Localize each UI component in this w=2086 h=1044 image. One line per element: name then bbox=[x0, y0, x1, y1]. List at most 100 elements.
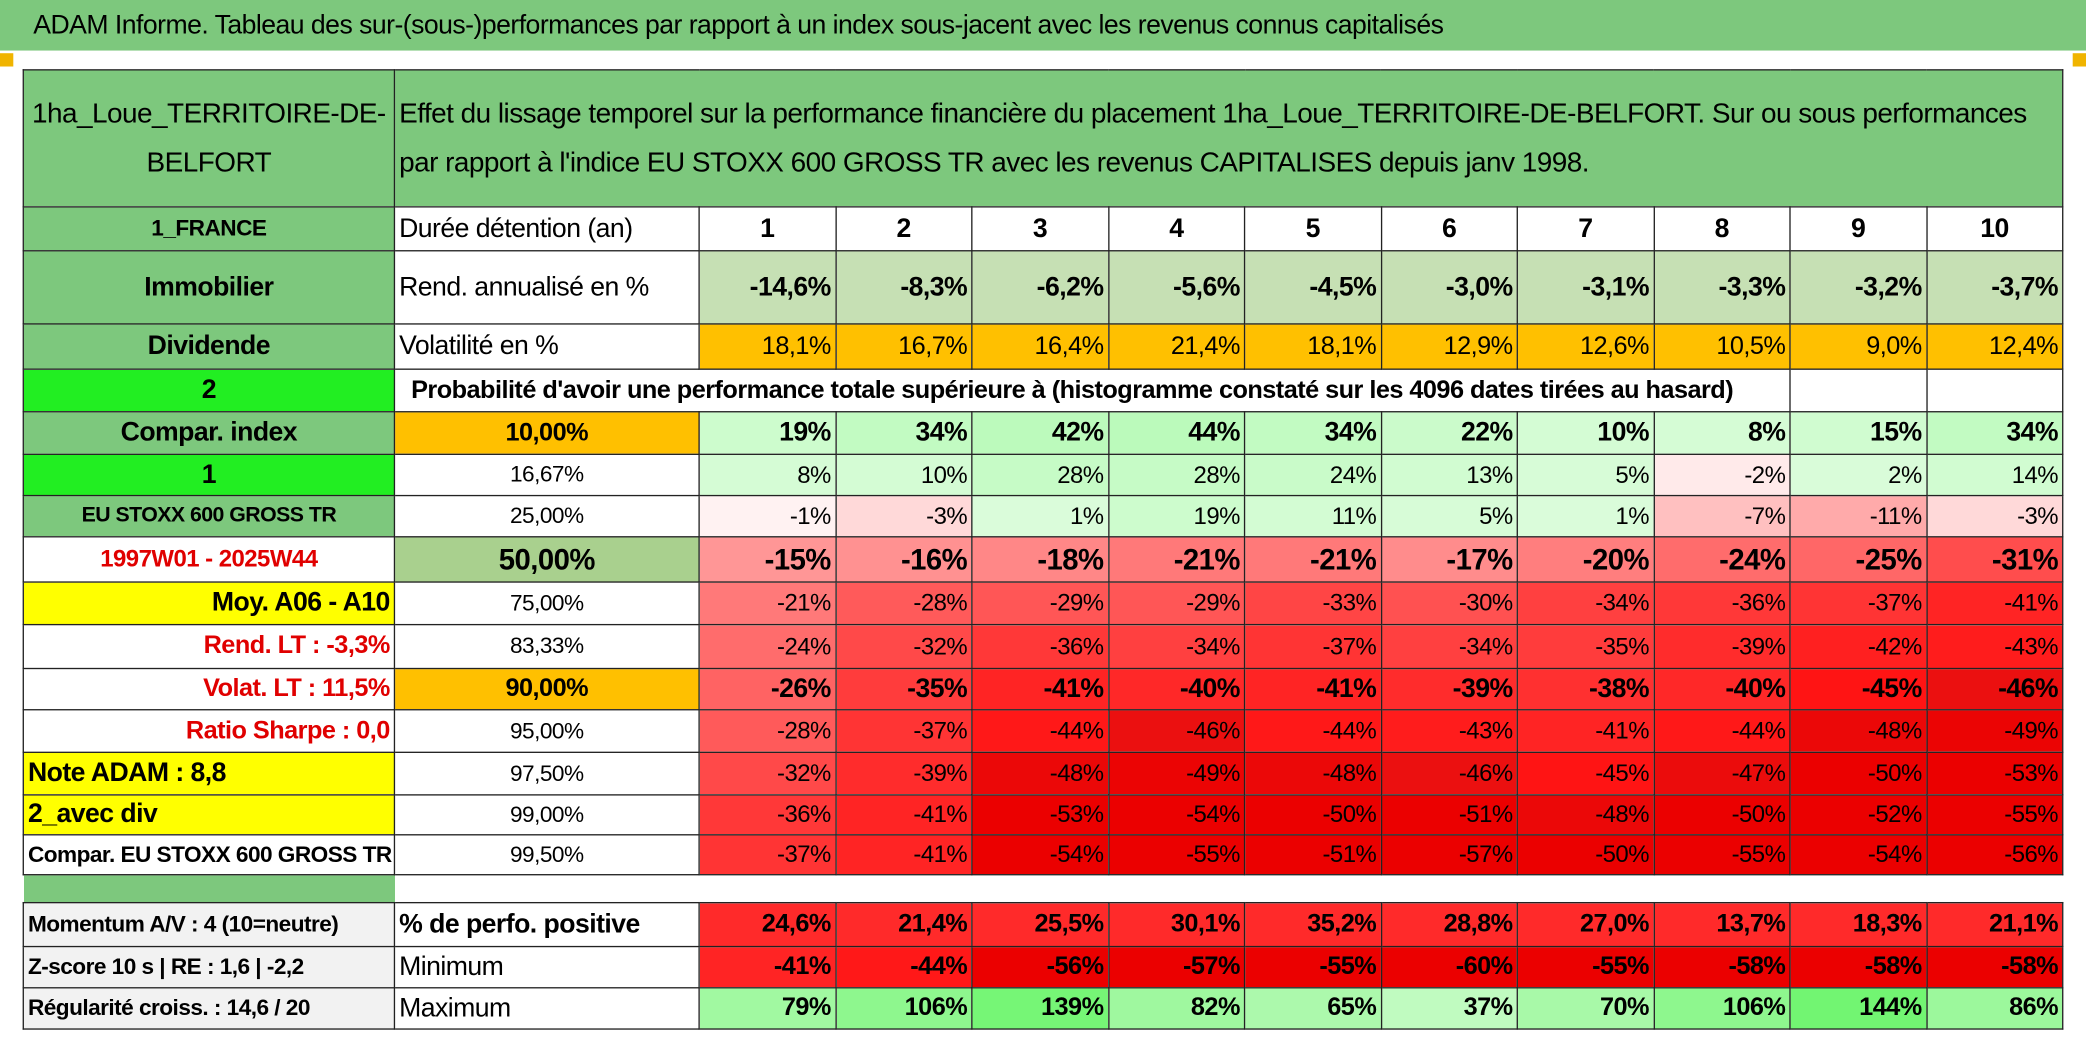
value-cell: -48% bbox=[1516, 794, 1655, 836]
value-cell: -5,6% bbox=[1107, 250, 1246, 325]
row-label: 97,50% bbox=[393, 751, 700, 796]
value-cell: -20% bbox=[1516, 536, 1655, 583]
side-label: Compar. index bbox=[22, 411, 396, 455]
value-cell: -28% bbox=[834, 581, 973, 626]
table-row: Note ADAM : 8,8 97,50% -32% -39% -48% -49% -48… bbox=[22, 751, 2064, 796]
side-label: Dividende bbox=[22, 323, 396, 370]
row-label: 99,00% bbox=[393, 794, 700, 836]
value-cell: -54% bbox=[1789, 834, 1928, 876]
table-row: Immobilier Rend. annualisé en % -14,6% -8,3… bbox=[22, 250, 2064, 325]
value-cell: 1% bbox=[971, 494, 1109, 538]
value-cell: 16,4% bbox=[971, 323, 1109, 370]
side-label: Rend. LT : -3,3% bbox=[22, 623, 396, 670]
footer-row: Momentum A/V : 4 (10=neutre)% de perfo. … bbox=[22, 901, 2064, 948]
value-cell: -29% bbox=[971, 581, 1109, 626]
value-cell: 24,6% bbox=[698, 901, 837, 948]
value-cell: -32% bbox=[834, 623, 973, 670]
value-cell: -15% bbox=[698, 536, 837, 583]
value-cell: 1 bbox=[698, 206, 837, 252]
table-row: Volat. LT : 11,5% 90,00% -26% -35% -41% -40% -… bbox=[22, 667, 2064, 711]
value-cell: 5% bbox=[1380, 494, 1518, 538]
value-cell: 44% bbox=[1107, 411, 1246, 455]
value-cell: 70% bbox=[1516, 987, 1655, 1030]
value-cell: -41% bbox=[1516, 709, 1655, 753]
value-cell: 8% bbox=[1652, 411, 1791, 455]
value-cell: 7 bbox=[1516, 206, 1655, 252]
value-cell: -49% bbox=[1107, 751, 1246, 796]
corner-marker bbox=[0, 53, 14, 67]
value-cell: -35% bbox=[1516, 623, 1655, 670]
value-cell: 27,0% bbox=[1516, 901, 1655, 948]
value-cell: -55% bbox=[1925, 794, 2064, 836]
value-cell: 18,3% bbox=[1789, 901, 1928, 948]
value-cell: -41% bbox=[834, 834, 973, 876]
value-cell: -2% bbox=[1652, 453, 1791, 497]
row-label: 90,00% bbox=[393, 667, 700, 711]
value-cell: -56% bbox=[971, 945, 1109, 989]
indicator-label: Z-score 10 s | RE : 1,6 | -2,2 bbox=[22, 945, 396, 989]
value-cell: 106% bbox=[834, 987, 973, 1030]
value-cell: 28% bbox=[971, 453, 1109, 497]
table-row: 1997W01 - 2025W44 50,00% -15% -16% -18% -21% -… bbox=[22, 536, 2064, 583]
value-cell: -8,3% bbox=[834, 250, 973, 325]
value-cell: -21% bbox=[698, 581, 837, 626]
value-cell: -41% bbox=[1243, 667, 1382, 711]
value-cell: -55% bbox=[1652, 834, 1791, 876]
value-cell: 34% bbox=[1243, 411, 1382, 455]
value-cell: 11% bbox=[1243, 494, 1382, 538]
value-cell: -16% bbox=[834, 536, 973, 583]
value-cell: -54% bbox=[1107, 794, 1246, 836]
value-cell: 34% bbox=[1925, 411, 2064, 455]
value-cell: -53% bbox=[971, 794, 1109, 836]
value-cell: 139% bbox=[971, 987, 1109, 1030]
value-cell: 2% bbox=[1789, 453, 1928, 497]
value-cell: 82% bbox=[1107, 987, 1246, 1030]
value-cell: -50% bbox=[1652, 794, 1791, 836]
value-cell: -36% bbox=[971, 623, 1109, 670]
row-label: 50,00% bbox=[393, 536, 700, 583]
row-label: 99,50% bbox=[393, 834, 700, 876]
value-cell: 21,4% bbox=[1107, 323, 1246, 370]
value-cell: 24% bbox=[1243, 453, 1382, 497]
side-label: Compar. EU STOXX 600 GROSS TR bbox=[22, 834, 396, 876]
value-cell: -39% bbox=[1380, 667, 1518, 711]
value-cell: -46% bbox=[1107, 709, 1246, 753]
table-row: 2_avec div 99,00% -36% -41% -53% -54% -50% -51%… bbox=[22, 794, 2064, 836]
value-cell: -37% bbox=[834, 709, 973, 753]
value-cell: 18,1% bbox=[1243, 323, 1382, 370]
value-cell: 79% bbox=[698, 987, 837, 1030]
value-cell: -46% bbox=[1925, 667, 2064, 711]
report-title: ADAM Informe. Tableau des sur-(sous-)per… bbox=[0, 0, 2086, 51]
value-cell: -28% bbox=[698, 709, 837, 753]
side-label: Ratio Sharpe : 0,0 bbox=[22, 709, 396, 753]
value-cell: -4,5% bbox=[1243, 250, 1382, 325]
side-label: Volat. LT : 11,5% bbox=[22, 667, 396, 711]
value-cell: -50% bbox=[1516, 834, 1655, 876]
value-cell: 12,9% bbox=[1380, 323, 1518, 370]
value-cell: 16,7% bbox=[834, 323, 973, 370]
value-cell: -21% bbox=[1243, 536, 1382, 583]
table-row: Compar. EU STOXX 600 GROSS TR 99,50% -37% -… bbox=[22, 834, 2064, 876]
value-cell: -60% bbox=[1380, 945, 1518, 989]
value-cell: -50% bbox=[1789, 751, 1928, 796]
value-cell: -58% bbox=[1652, 945, 1791, 989]
value-cell: -3,1% bbox=[1516, 250, 1655, 325]
spacer bbox=[23, 874, 395, 903]
value-cell: -6,2% bbox=[971, 250, 1109, 325]
value-cell: -3,3% bbox=[1652, 250, 1791, 325]
row-label: Durée détention (an) bbox=[393, 206, 700, 252]
table-row: 1_FRANCE Durée détention (an) 1 2 3 4 5 6 7 8 9 10 bbox=[22, 206, 2064, 252]
value-cell: 14% bbox=[1925, 453, 2064, 497]
row-label: 10,00% bbox=[393, 411, 700, 455]
description: Effet du lissage temporel sur la perform… bbox=[393, 69, 2064, 208]
value-cell: 42% bbox=[971, 411, 1109, 455]
value-cell: 10% bbox=[1516, 411, 1655, 455]
value-cell: -46% bbox=[1380, 751, 1518, 796]
value-cell: -44% bbox=[1652, 709, 1791, 753]
row-label: 83,33% bbox=[393, 623, 700, 670]
value-cell: -54% bbox=[971, 834, 1109, 876]
value-cell: -38% bbox=[1516, 667, 1655, 711]
value-cell: -55% bbox=[1243, 945, 1382, 989]
table-row: Dividende Volatilité en % 18,1% 16,7% 16,4% 2… bbox=[22, 323, 2064, 370]
value-cell: -40% bbox=[1652, 667, 1791, 711]
